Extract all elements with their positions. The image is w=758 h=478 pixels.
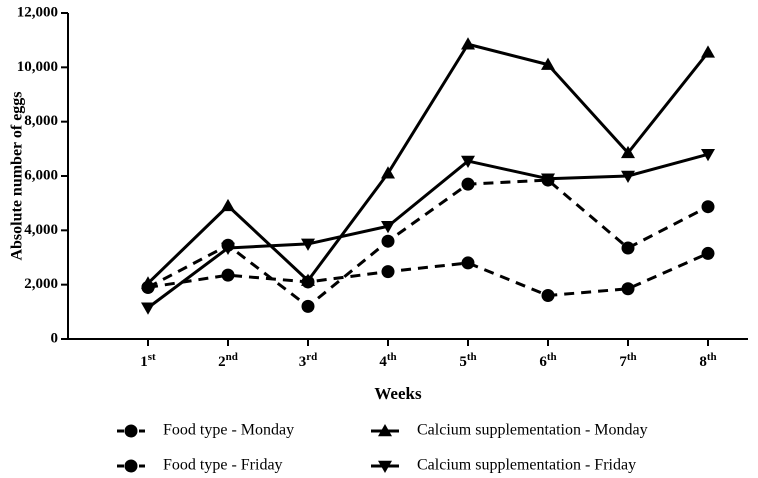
- series-line: [146, 42, 710, 285]
- legend-label: Calcium supplementation - Monday: [417, 422, 648, 439]
- x-tick-label: 3rd: [299, 351, 318, 371]
- legend-label: Calcium supplementation - Friday: [417, 457, 636, 474]
- marker: [301, 299, 315, 313]
- marker: [221, 198, 235, 212]
- marker: [621, 170, 635, 183]
- legend-label: Food type - Friday: [163, 457, 283, 474]
- y-tick-label: 10,000: [17, 59, 58, 75]
- y-axis-label: Absolute number of eggs: [9, 91, 26, 260]
- marker: [701, 45, 715, 58]
- marker: [621, 145, 635, 159]
- x-tick-label: 7th: [619, 351, 636, 371]
- legend-marker: [378, 424, 392, 437]
- marker: [381, 166, 395, 179]
- series-line: [147, 152, 709, 309]
- x-axis-label: Weeks: [374, 384, 422, 403]
- marker: [381, 234, 395, 248]
- x-tick-label: 1st: [140, 351, 156, 371]
- marker: [621, 241, 635, 255]
- legend-marker: [378, 460, 392, 473]
- y-tick-label: 12,000: [17, 4, 58, 20]
- marker: [301, 238, 315, 251]
- marker: [381, 265, 395, 279]
- marker: [461, 256, 475, 270]
- series-line: [147, 178, 709, 308]
- marker: [541, 173, 555, 186]
- x-tick-label: 8th: [699, 351, 716, 371]
- marker: [541, 289, 555, 303]
- marker: [461, 177, 475, 191]
- marker: [221, 268, 235, 282]
- legend-marker: [124, 424, 138, 438]
- x-tick-label: 5th: [459, 351, 476, 371]
- marker: [701, 246, 715, 260]
- legend-label: Food type - Monday: [163, 422, 294, 439]
- marker: [701, 149, 715, 162]
- x-tick-label: 2nd: [218, 351, 238, 371]
- y-tick-label: 8,000: [24, 113, 58, 129]
- y-tick-label: 6,000: [24, 167, 58, 183]
- marker: [701, 200, 715, 214]
- marker: [301, 273, 315, 286]
- y-tick-label: 0: [51, 330, 59, 346]
- x-tick-label: 6th: [539, 351, 556, 371]
- y-tick-label: 2,000: [24, 276, 58, 292]
- marker: [141, 276, 155, 289]
- marker: [141, 302, 155, 315]
- marker: [541, 57, 555, 70]
- y-tick-label: 4,000: [24, 222, 58, 238]
- x-tick-label: 4th: [379, 351, 396, 371]
- marker: [381, 221, 395, 234]
- marker: [621, 282, 635, 296]
- marker: [461, 37, 475, 50]
- series-line: [147, 252, 709, 298]
- marker: [461, 155, 475, 169]
- marker: [221, 242, 235, 255]
- legend-marker: [124, 459, 138, 473]
